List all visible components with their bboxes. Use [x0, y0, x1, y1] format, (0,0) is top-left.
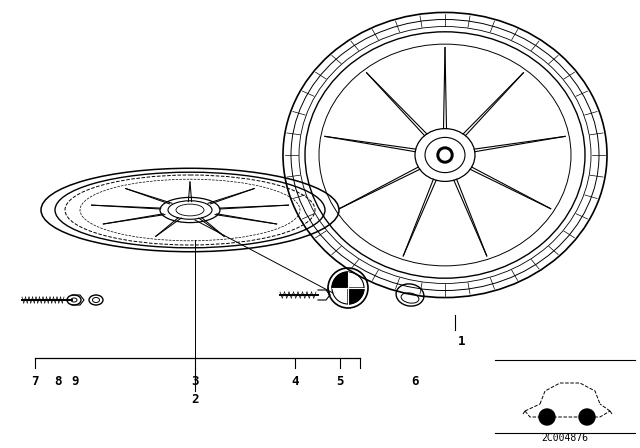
Text: 7: 7 [31, 375, 39, 388]
Wedge shape [348, 288, 364, 304]
Text: 5: 5 [336, 375, 344, 388]
Circle shape [579, 409, 595, 425]
Circle shape [440, 150, 450, 160]
Text: 1: 1 [458, 335, 465, 348]
Text: 2C004876: 2C004876 [541, 433, 589, 443]
Wedge shape [332, 272, 348, 288]
Circle shape [539, 409, 555, 425]
Text: 8: 8 [54, 375, 61, 388]
Text: 3: 3 [191, 375, 199, 388]
Text: 2: 2 [191, 393, 199, 406]
Text: 4: 4 [291, 375, 299, 388]
Text: 9: 9 [71, 375, 79, 388]
Text: 6: 6 [412, 375, 419, 388]
Circle shape [437, 147, 453, 163]
